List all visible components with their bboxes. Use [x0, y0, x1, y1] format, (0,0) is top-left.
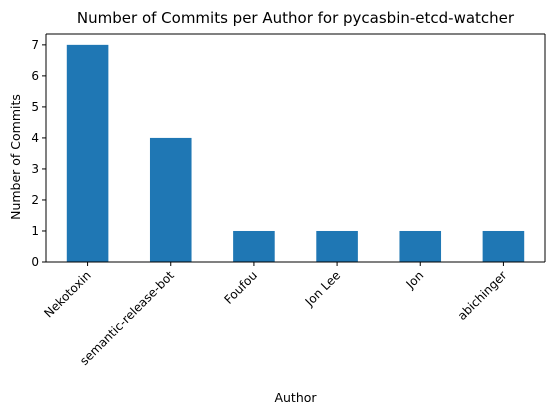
plot-area [45, 33, 546, 263]
chart-title: Number of Commits per Author for pycasbi… [77, 9, 515, 27]
bar-0 [66, 44, 109, 262]
bar-5 [482, 230, 525, 262]
y-tick-label-0: 0 [31, 255, 39, 269]
x-tick-label-2: Foufou [221, 268, 260, 307]
bar-2 [233, 230, 275, 262]
bar-3 [316, 230, 358, 262]
y-tick-label-7: 7 [31, 38, 39, 52]
y-tick-label-1: 1 [31, 224, 39, 238]
x-axis-label: Author [274, 390, 317, 405]
y-axis-label: Number of Commits [8, 94, 23, 220]
x-tick-label-3: Jon Lee [302, 268, 343, 309]
y-tick-label-2: 2 [31, 193, 39, 207]
x-tick-label-0: Nekotoxin [41, 268, 93, 320]
y-tick-label-5: 5 [31, 100, 39, 114]
x-tick-label-4: Jon [403, 268, 427, 292]
bar-1 [149, 137, 192, 262]
bar-4 [399, 230, 442, 262]
y-axis: 0 1 2 3 4 5 6 7 [31, 38, 46, 269]
y-tick-label-6: 6 [31, 69, 39, 83]
x-tick-label-1: semantic-release-bot [77, 268, 177, 368]
x-tick-label-5: abichinger [455, 268, 510, 323]
y-tick-label-3: 3 [31, 162, 39, 176]
y-tick-label-4: 4 [31, 131, 39, 145]
